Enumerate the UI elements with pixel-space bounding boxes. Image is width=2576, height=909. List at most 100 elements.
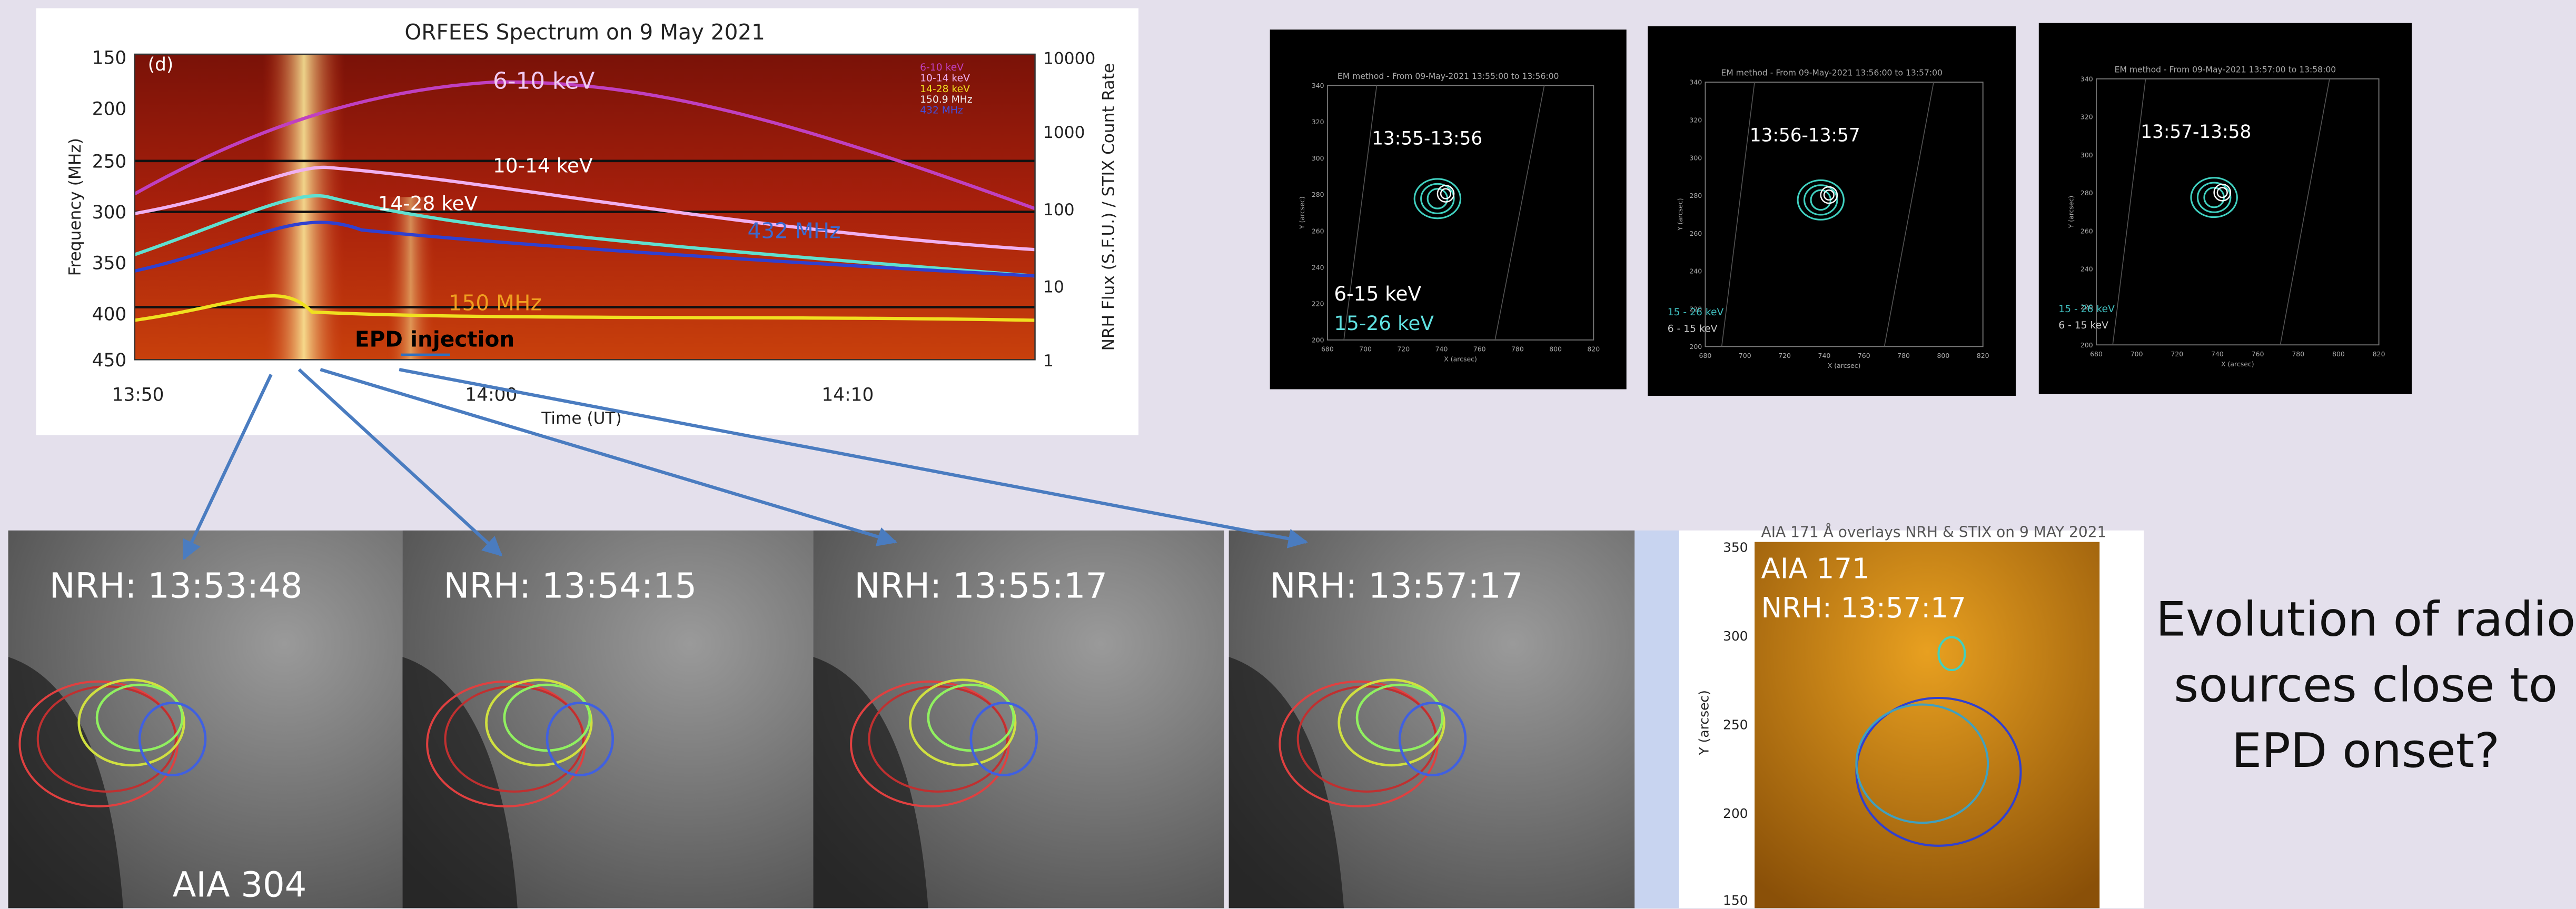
y-tick-label: 320 [2080, 113, 2093, 121]
legend-entry: 6-15 keV [1334, 282, 1421, 305]
y-tick-label: 340 [2080, 75, 2093, 83]
y-axis-label: Frequency (MHz) [66, 138, 85, 276]
y-tick-label: 150 [1723, 893, 1748, 908]
y-tick-label: 300 [2080, 151, 2093, 159]
y-tick-label: 340 [1312, 82, 1324, 89]
x-tick-label: 820 [1587, 345, 1600, 353]
x-axis-label: X (arcsec) [2221, 360, 2254, 368]
x-tick-label: 800 [2332, 350, 2345, 358]
x-tick-label: 14:10 [821, 384, 874, 405]
y-tick-label: 300 [1689, 154, 1702, 162]
legend-entry: 432 MHz [920, 105, 963, 116]
x-tick-label: 720 [2171, 350, 2183, 358]
aia171-label: AIA 171 [1761, 552, 1870, 585]
x-tick-label: 740 [1435, 345, 1448, 353]
stix-header: EM method - From 09-May-2021 13:56:00 to… [1721, 68, 1943, 78]
page: {"spectrum":{"title":"ORFEES Spectrum on… [0, 0, 2576, 909]
x-tick-label: 13:50 [112, 384, 164, 405]
y-tick-label: 250 [92, 151, 126, 172]
y-tick-label: 240 [2080, 265, 2093, 273]
panel-label: (d) [148, 54, 174, 75]
y-tick-label: 260 [1689, 229, 1702, 237]
strip [1634, 531, 1679, 908]
y-tick-label: 200 [2080, 341, 2093, 349]
x-tick-label: 720 [1778, 352, 1791, 359]
nrh-time: NRH: 13:54:15 [443, 566, 697, 606]
stix-header: EM method - From 09-May-2021 13:57:00 to… [2115, 65, 2336, 74]
y-tick-label: 260 [1312, 227, 1324, 235]
x-tick-label: 680 [1699, 352, 1712, 359]
legend-entry: 6 - 15 keV [2058, 320, 2108, 331]
x-tick-label: 780 [1897, 352, 1910, 359]
x-tick-label: 740 [1818, 352, 1831, 359]
y-tick-label: 150 [92, 48, 126, 69]
stix-time: 13:55-13:56 [1372, 128, 1482, 149]
x-axis-label: Time (UT) [541, 409, 621, 428]
y-tick-label: 300 [92, 202, 126, 223]
y-tick-label: 250 [1723, 717, 1748, 732]
slide-canvas: ORFEES Spectrum on 9 May 2021 150 200 250 30… [0, 0, 2576, 909]
slide: ORFEES Spectrum on 9 May 2021 150 200 250 30… [0, 0, 2576, 909]
x-tick-label: 680 [1321, 345, 1334, 353]
x-tick-label: 760 [1473, 345, 1486, 353]
y2-tick-label: 10000 [1043, 49, 1095, 68]
y2-tick-label: 1000 [1043, 123, 1085, 142]
annotation: 150 MHz [449, 291, 542, 316]
x-tick-label: 760 [2252, 350, 2264, 358]
x-tick-label: 780 [1511, 345, 1524, 353]
y-axis-label: Y (arcsec) [2067, 196, 2075, 229]
y-tick-label: 260 [2080, 227, 2093, 235]
x-tick-label: 740 [2211, 350, 2224, 358]
legend-entry: 15 - 26 keV [1668, 307, 1724, 318]
question-line: Evolution of radio [2156, 592, 2575, 647]
y-tick-label: 220 [1312, 299, 1324, 307]
legend-entry: 150.9 MHz [920, 94, 973, 105]
legend-entry: 14-28 keV [920, 84, 970, 95]
y2-tick-label: 1 [1043, 352, 1054, 371]
legend-entry: 15 - 26 keV [2058, 304, 2115, 315]
y2-tick-label: 10 [1043, 277, 1064, 296]
nrh-time: NRH: 13:57:17 [1270, 566, 1523, 606]
x-tick-label: 680 [2090, 350, 2103, 358]
stix-header: EM method - From 09-May-2021 13:55:00 to… [1337, 72, 1559, 81]
x-tick-label: 800 [1937, 352, 1949, 359]
y-tick-label: 300 [1312, 154, 1324, 162]
y-tick-label: 200 [1723, 806, 1748, 821]
y-tick-label: 400 [92, 304, 126, 325]
y-tick-label: 200 [1312, 336, 1324, 344]
question-line: EPD onset? [2232, 723, 2500, 778]
x-tick-label: 720 [1397, 345, 1410, 353]
legend-entry: 6 - 15 keV [1668, 323, 1718, 334]
aia304-label: AIA 304 [173, 865, 307, 905]
y-tick-label: 350 [1723, 540, 1748, 555]
annotation: 10-14 keV [493, 154, 593, 177]
y-tick-label: 280 [1312, 191, 1324, 198]
spectrum-title: ORFEES Spectrum on 9 May 2021 [404, 19, 765, 45]
x-tick-label: 820 [1977, 352, 1989, 359]
annotation: 432 MHz [748, 218, 841, 243]
y-axis-label: Y (arcsec) [1298, 196, 1306, 229]
nrh-time: NRH: 13:53:48 [49, 566, 303, 606]
nrh-time: NRH: 13:55:17 [854, 566, 1107, 606]
annotation: 14-28 keV [378, 192, 478, 215]
x-axis-label: X (arcsec) [1444, 355, 1477, 363]
y-tick-label: 200 [1689, 343, 1702, 351]
stix-time: 13:57-13:58 [2141, 122, 2251, 143]
legend-entry: 6-10 keV [920, 62, 964, 73]
x-axis-label: X (arcsec) [1828, 362, 1861, 369]
y-axis-label: Y (arcsec) [1676, 198, 1684, 231]
x-tick-label: 820 [2373, 350, 2385, 358]
y2-tick-label: 100 [1043, 201, 1075, 219]
legend-entry: 10-14 keV [920, 73, 970, 84]
y-tick-label: 320 [1312, 118, 1324, 126]
x-tick-label: 700 [2131, 350, 2143, 358]
y-tick-label: 280 [2080, 189, 2093, 197]
x-tick-label: 800 [1549, 345, 1562, 353]
y-tick-label: 300 [1723, 628, 1748, 644]
x-tick-label: 700 [1739, 352, 1751, 359]
y-tick-label: 340 [1689, 78, 1702, 86]
y-tick-label: 200 [92, 98, 126, 119]
annotation: 6-10 keV [493, 68, 595, 95]
aia171-header: AIA 171 Å overlays NRH & STIX on 9 MAY 2… [1761, 523, 2107, 541]
y-tick-label: 240 [1689, 267, 1702, 275]
